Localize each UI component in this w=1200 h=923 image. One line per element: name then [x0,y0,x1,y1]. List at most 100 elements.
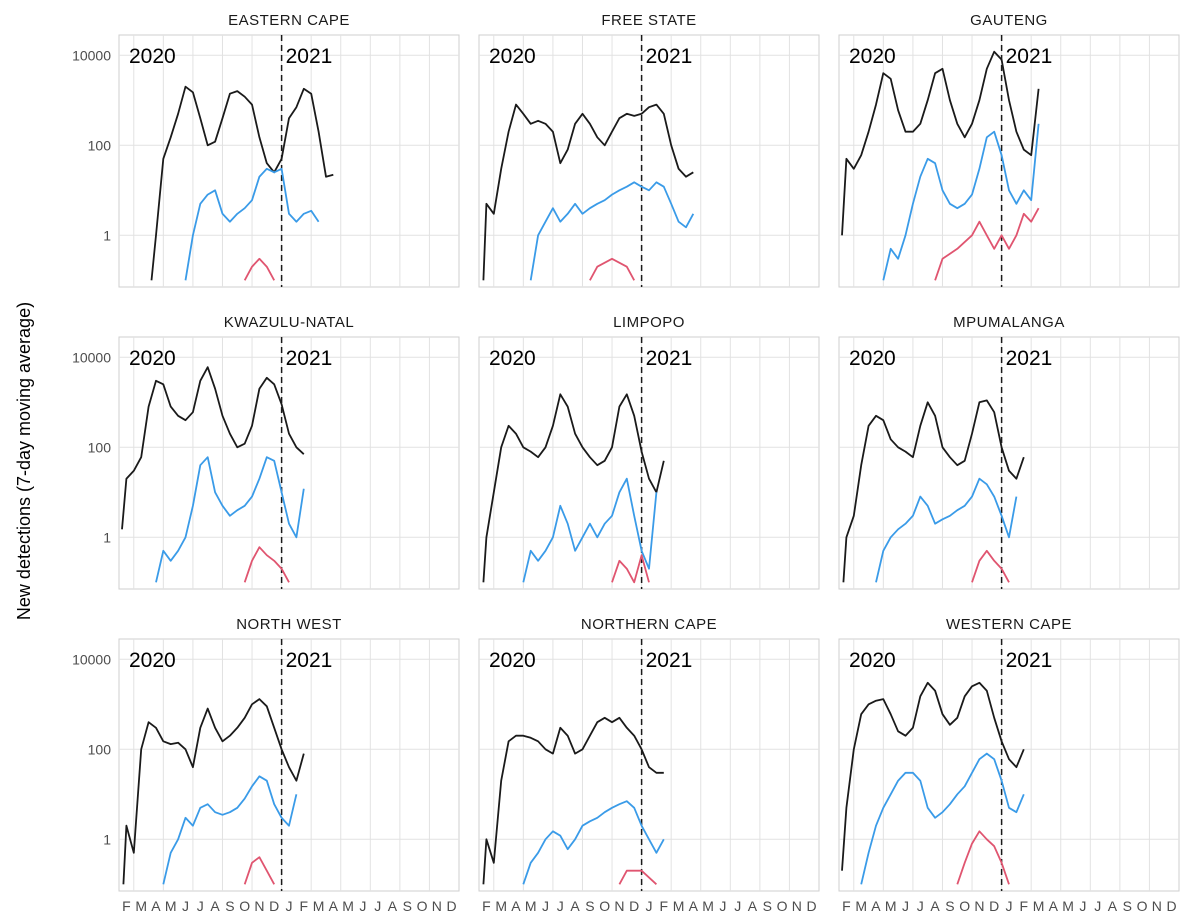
facet-title: KWAZULU-NATAL [224,314,354,331]
panel-5: MPUMALANGA 2020 2021 [838,314,1180,590]
x-tick-label: A [570,898,580,914]
x-tick-label: M [135,898,147,914]
x-tick-label: S [585,898,594,914]
year-label: 2020 [129,649,176,672]
panel-3: KWAZULU-NATAL 2020 2021 1 100 10000 [72,314,460,590]
x-tick-label: M [673,898,685,914]
y-axis-title: New detections (7-day moving average) [14,302,34,620]
facet-title: NORTH WEST [236,616,342,633]
year-label: 2021 [286,45,333,68]
series-line-2 [956,830,1010,885]
x-tick-label: J [557,898,564,914]
series-line-2 [243,257,275,281]
y-tick-label: 1 [103,831,111,847]
x-tick-label: O [599,898,610,914]
year-label: 2021 [646,649,693,672]
series-line-2 [589,257,635,281]
panel-4: LIMPOPO 2020 2021 [478,314,820,590]
y-tick-label: 10000 [72,651,111,667]
y-tick-label: 1 [103,227,111,243]
series-line-0 [841,681,1025,871]
x-tick-label: A [748,898,758,914]
x-tick-label: F [842,898,851,914]
series-line-0 [841,50,1040,236]
panel-border [838,34,1180,288]
y-tick-label: 100 [88,439,112,455]
x-tick-label: M [1062,898,1074,914]
series-line-1 [882,123,1040,281]
y-tick-label: 1 [103,529,111,545]
x-tick-label: J [917,898,924,914]
x-tick-label: F [660,898,669,914]
year-label: 2020 [489,649,536,672]
x-tick-label: J [542,898,549,914]
x-tick-label: S [1123,898,1132,914]
x-tick-label: M [1033,898,1045,914]
x-tick-label: D [1167,898,1177,914]
x-tick-label: M [885,898,897,914]
series-line-1 [184,167,320,281]
x-tick-label: O [1137,898,1148,914]
x-tick-label: O [417,898,428,914]
year-label: 2020 [849,347,896,370]
panel-border [478,34,820,288]
x-tick-label: A [329,898,339,914]
panel-border [118,336,460,590]
series-line-0 [842,399,1025,583]
x-tick-label: O [239,898,250,914]
x-tick-label: O [959,898,970,914]
year-label: 2020 [849,649,896,672]
x-tick-label: M [313,898,325,914]
year-label: 2021 [1006,347,1053,370]
x-tick-label: M [855,898,867,914]
series-line-1 [155,456,305,583]
x-tick-label: A [511,898,521,914]
x-tick-label: D [629,898,639,914]
facet-title: LIMPOPO [613,314,685,331]
y-tick-label: 100 [88,741,112,757]
x-tick-label: A [871,898,881,914]
x-tick-label: M [495,898,507,914]
x-tick-label: A [210,898,220,914]
year-label: 2020 [129,45,176,68]
x-tick-label: N [254,898,264,914]
year-label: 2020 [489,347,536,370]
x-tick-label: J [646,898,653,914]
year-label: 2021 [1006,649,1053,672]
series-line-0 [482,393,665,583]
x-tick-label: J [1079,898,1086,914]
x-tick-label: F [300,898,309,914]
series-line-2 [611,554,650,584]
panel-border [838,638,1180,892]
x-tick-label: J [1006,898,1013,914]
x-tick-label: D [447,898,457,914]
series-line-1 [162,775,298,885]
series-line-1 [875,477,1018,583]
year-label: 2021 [1006,45,1053,68]
facet-title: NORTHERN CAPE [581,616,717,633]
series-line-2 [243,546,290,583]
series-line-1 [522,800,665,885]
x-tick-label: A [1108,898,1118,914]
panel-border [478,336,820,590]
series-line-0 [122,698,305,885]
x-tick-label: J [734,898,741,914]
x-tick-label: M [525,898,537,914]
x-tick-label: N [614,898,624,914]
facet-title: MPUMALANGA [953,314,1065,331]
year-label: 2021 [286,649,333,672]
y-tick-label: 10000 [72,47,111,63]
facet-title: FREE STATE [601,12,696,29]
x-tick-label: N [432,898,442,914]
year-label: 2021 [646,45,693,68]
series-line-0 [150,85,334,281]
x-tick-label: S [403,898,412,914]
x-tick-label: A [930,898,940,914]
series-line-2 [618,869,658,885]
x-tick-label: D [807,898,817,914]
x-tick-label: J [182,898,189,914]
